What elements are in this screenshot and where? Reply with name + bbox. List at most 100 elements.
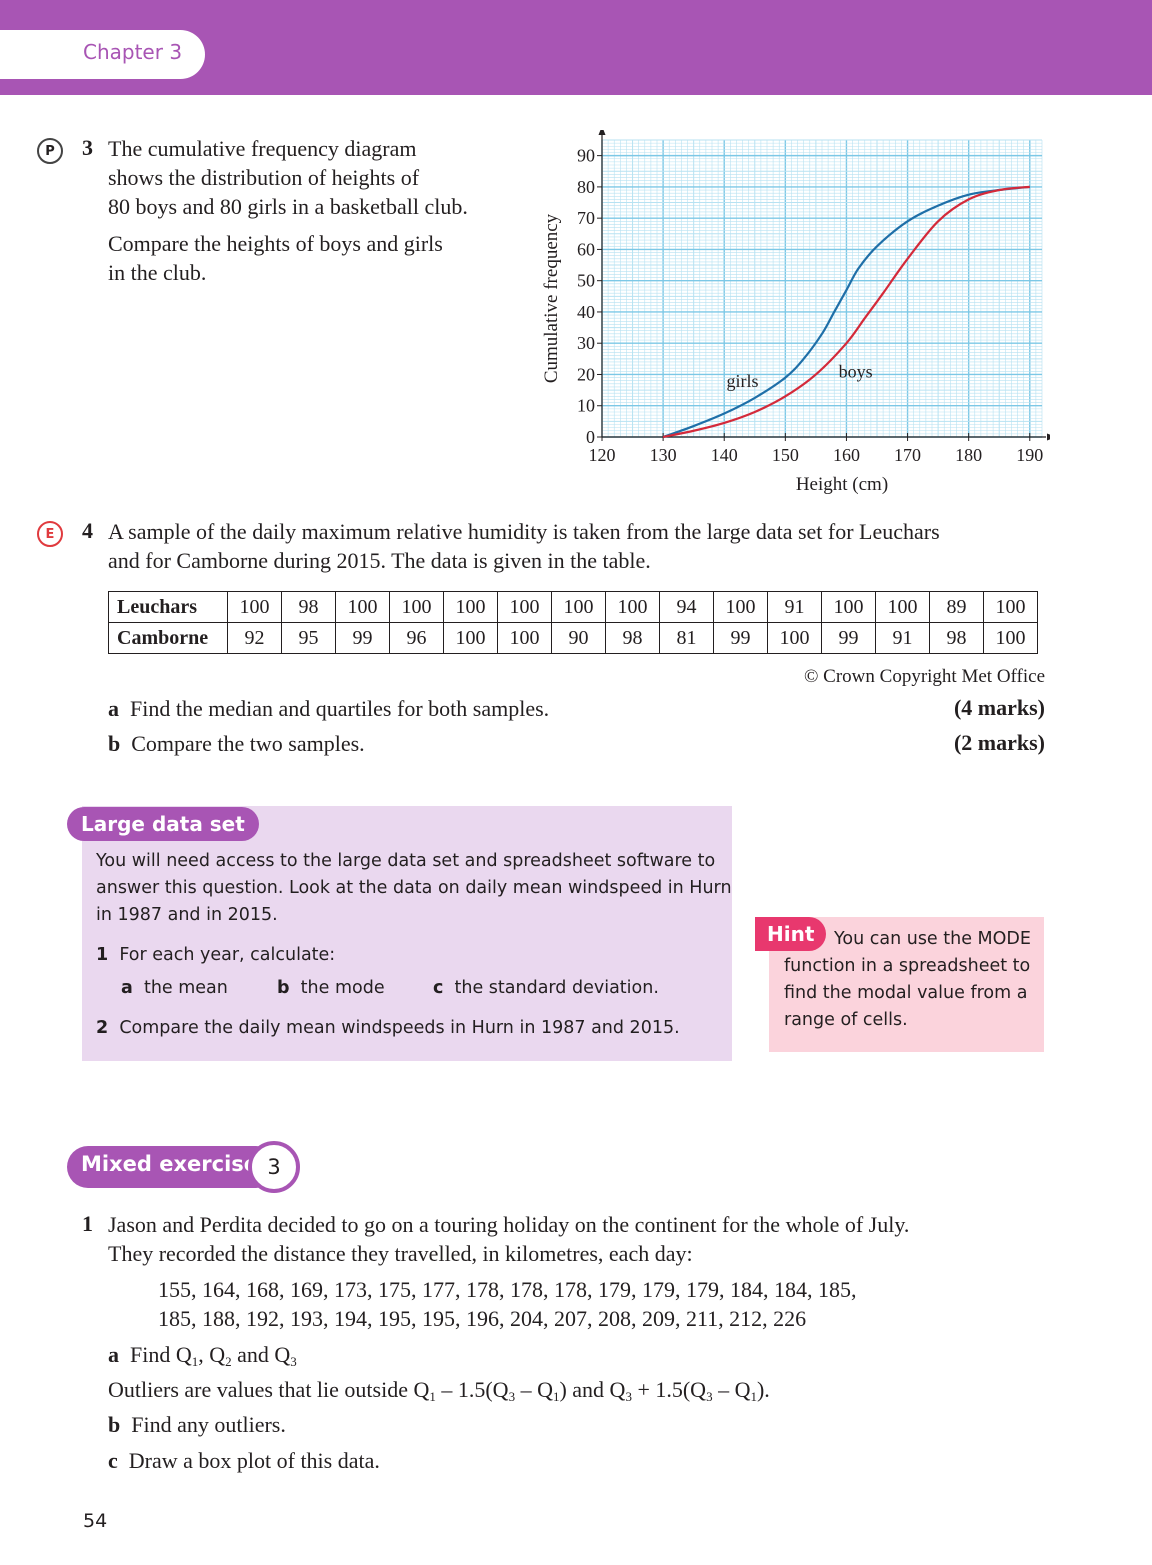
question-3-prompt: Compare the heights of boys and girls in… bbox=[108, 229, 443, 287]
text-line: Compare the heights of boys and girls bbox=[108, 231, 443, 256]
chart-series bbox=[662, 185, 1030, 439]
copyright-note: © Crown Copyright Met Office bbox=[804, 666, 1045, 687]
text-line: answer this question. Look at the data o… bbox=[96, 878, 732, 898]
table-cell: 89 bbox=[929, 591, 984, 623]
y-tick-label: 20 bbox=[577, 364, 595, 384]
mixed-part-c: c Draw a box plot of this data. bbox=[108, 1446, 380, 1475]
subpart-b: b the mode bbox=[277, 975, 385, 1002]
part-text: and Q bbox=[231, 1342, 291, 1367]
part-letter: b bbox=[108, 731, 121, 756]
x-tick-label: 150 bbox=[772, 445, 799, 465]
table-cell: 91 bbox=[875, 622, 930, 654]
table-cell: 99 bbox=[821, 622, 876, 654]
y-tick-label: 60 bbox=[577, 239, 595, 259]
table-cell: 100 bbox=[821, 591, 876, 623]
table-cell: 100 bbox=[767, 622, 822, 654]
exam-style-icon: E bbox=[37, 521, 63, 547]
text-line: shows the distribution of heights of bbox=[108, 165, 420, 190]
large-data-set-item-1: 1 For each year, calculate: bbox=[96, 942, 335, 969]
subpart-c: c the standard deviation. bbox=[433, 975, 659, 1002]
mixed-part-b: b Find any outliers. bbox=[108, 1410, 286, 1439]
table-row: Camborne 92 95 99 96 100 100 90 98 81 99 100 99 91 98 1… bbox=[108, 622, 1038, 654]
table-cell: 100 bbox=[551, 591, 606, 623]
hint-line: range of cells. bbox=[784, 1010, 908, 1030]
y-tick-label: 70 bbox=[577, 208, 595, 228]
data-line: 155, 164, 168, 169, 173, 175, 177, 178, … bbox=[158, 1277, 857, 1302]
subpart-text: the mean bbox=[143, 978, 228, 998]
part-text: Find Q bbox=[130, 1342, 192, 1367]
large-data-set-title: Large data set bbox=[67, 807, 259, 841]
table-cell: 99 bbox=[335, 622, 390, 654]
hint-line: You can use the MODE bbox=[834, 929, 1031, 949]
table-cell: 100 bbox=[983, 591, 1038, 623]
text-line: in 1987 and in 2015. bbox=[96, 905, 278, 925]
y-tick-label: 30 bbox=[577, 333, 595, 353]
table-cell: 100 bbox=[389, 591, 444, 623]
table-cell: 90 bbox=[551, 622, 606, 654]
part-a: a Find the median and quartiles for both… bbox=[108, 694, 549, 723]
mixed-question-1-text: Jason and Perdita decided to go on a tou… bbox=[108, 1210, 909, 1268]
marks: (2 marks) bbox=[953, 730, 1045, 755]
part-letter: a bbox=[108, 696, 119, 721]
item-number: 1 bbox=[96, 945, 109, 965]
cumulative-frequency-chart: 120 130 140 150 160 170 180 190 0 10 20 30 40 50 60 70 8… bbox=[541, 130, 1050, 495]
text-line: 80 boys and 80 girls in a basketball clu… bbox=[108, 194, 468, 219]
subpart-text: the mode bbox=[300, 978, 385, 998]
mixed-exercise-title: Mixed exercise bbox=[81, 1152, 259, 1176]
table-cell: 92 bbox=[227, 622, 282, 654]
row-label: Leuchars bbox=[108, 591, 228, 623]
table-cell: 94 bbox=[659, 591, 714, 623]
y-tick-label: 10 bbox=[577, 396, 595, 416]
text-line: Jason and Perdita decided to go on a tou… bbox=[108, 1212, 910, 1237]
x-axis-label: Height (cm) bbox=[796, 474, 888, 495]
y-tick-label: 90 bbox=[577, 146, 595, 166]
series-line-girls bbox=[662, 185, 1030, 439]
table-cell: 100 bbox=[875, 591, 930, 623]
series-label-girls: girls bbox=[727, 371, 759, 391]
y-tick-label: 40 bbox=[577, 302, 595, 322]
x-tick-label: 160 bbox=[833, 445, 860, 465]
chapter-label: Chapter 3 bbox=[83, 40, 183, 64]
table-cell: 91 bbox=[767, 591, 822, 623]
question-number: 3 bbox=[82, 135, 93, 160]
table-cell: 100 bbox=[443, 591, 498, 623]
subpart-letter: c bbox=[433, 978, 444, 998]
series-label-boys: boys bbox=[839, 362, 873, 382]
subpart-a: a the mean bbox=[121, 975, 228, 1002]
table-cell: 100 bbox=[497, 622, 552, 654]
x-tick-label: 180 bbox=[955, 445, 982, 465]
series-line-boys bbox=[662, 185, 1030, 439]
mixed-exercise-tab bbox=[67, 1146, 277, 1188]
subpart-text: the standard deviation. bbox=[454, 978, 659, 998]
item-text: For each year, calculate: bbox=[119, 945, 336, 965]
part-text: Find the median and quartiles for both s… bbox=[130, 696, 550, 721]
table-cell: 81 bbox=[659, 622, 714, 654]
table-cell: 100 bbox=[335, 591, 390, 623]
question-4-text: A sample of the daily maximum relative h… bbox=[108, 517, 940, 575]
problem-solving-icon: P bbox=[37, 138, 63, 164]
part-letter: a bbox=[108, 1342, 119, 1367]
chapter-tab bbox=[0, 30, 205, 79]
question-number: 4 bbox=[82, 518, 93, 543]
part-letter: c bbox=[108, 1448, 118, 1473]
humidity-table: Leuchars 100 98 100 100 100 100 100 100 94 100 91 10… bbox=[108, 591, 1038, 654]
table-cell: 98 bbox=[281, 591, 336, 623]
part-text: Find any outliers. bbox=[131, 1412, 286, 1437]
chart-labels: 120 130 140 150 160 170 180 190 0 10 20 30 40 50 60 70 8… bbox=[541, 146, 1043, 495]
table-cell: 100 bbox=[227, 591, 282, 623]
table-cell: 100 bbox=[497, 591, 552, 623]
item-text: Compare the daily mean windspeeds in Hur… bbox=[119, 1018, 680, 1038]
table-cell: 98 bbox=[929, 622, 984, 654]
text-line: They recorded the distance they travelle… bbox=[108, 1241, 693, 1266]
part-b: b Compare the two samples. bbox=[108, 729, 365, 758]
subscript: 3 bbox=[290, 1354, 297, 1369]
hint-line: find the modal value from a bbox=[784, 983, 1028, 1003]
hint-title: Hint bbox=[755, 917, 827, 951]
distance-data: 155, 164, 168, 169, 173, 175, 177, 178, … bbox=[158, 1275, 857, 1333]
y-axis-arrow bbox=[598, 130, 606, 135]
subpart-letter: a bbox=[121, 978, 133, 998]
large-data-set-intro: You will need access to the large data s… bbox=[96, 848, 732, 929]
part-letter: b bbox=[108, 1412, 121, 1437]
text-line: and for Camborne during 2015. The data i… bbox=[108, 548, 651, 573]
large-data-set-box bbox=[82, 806, 732, 1061]
